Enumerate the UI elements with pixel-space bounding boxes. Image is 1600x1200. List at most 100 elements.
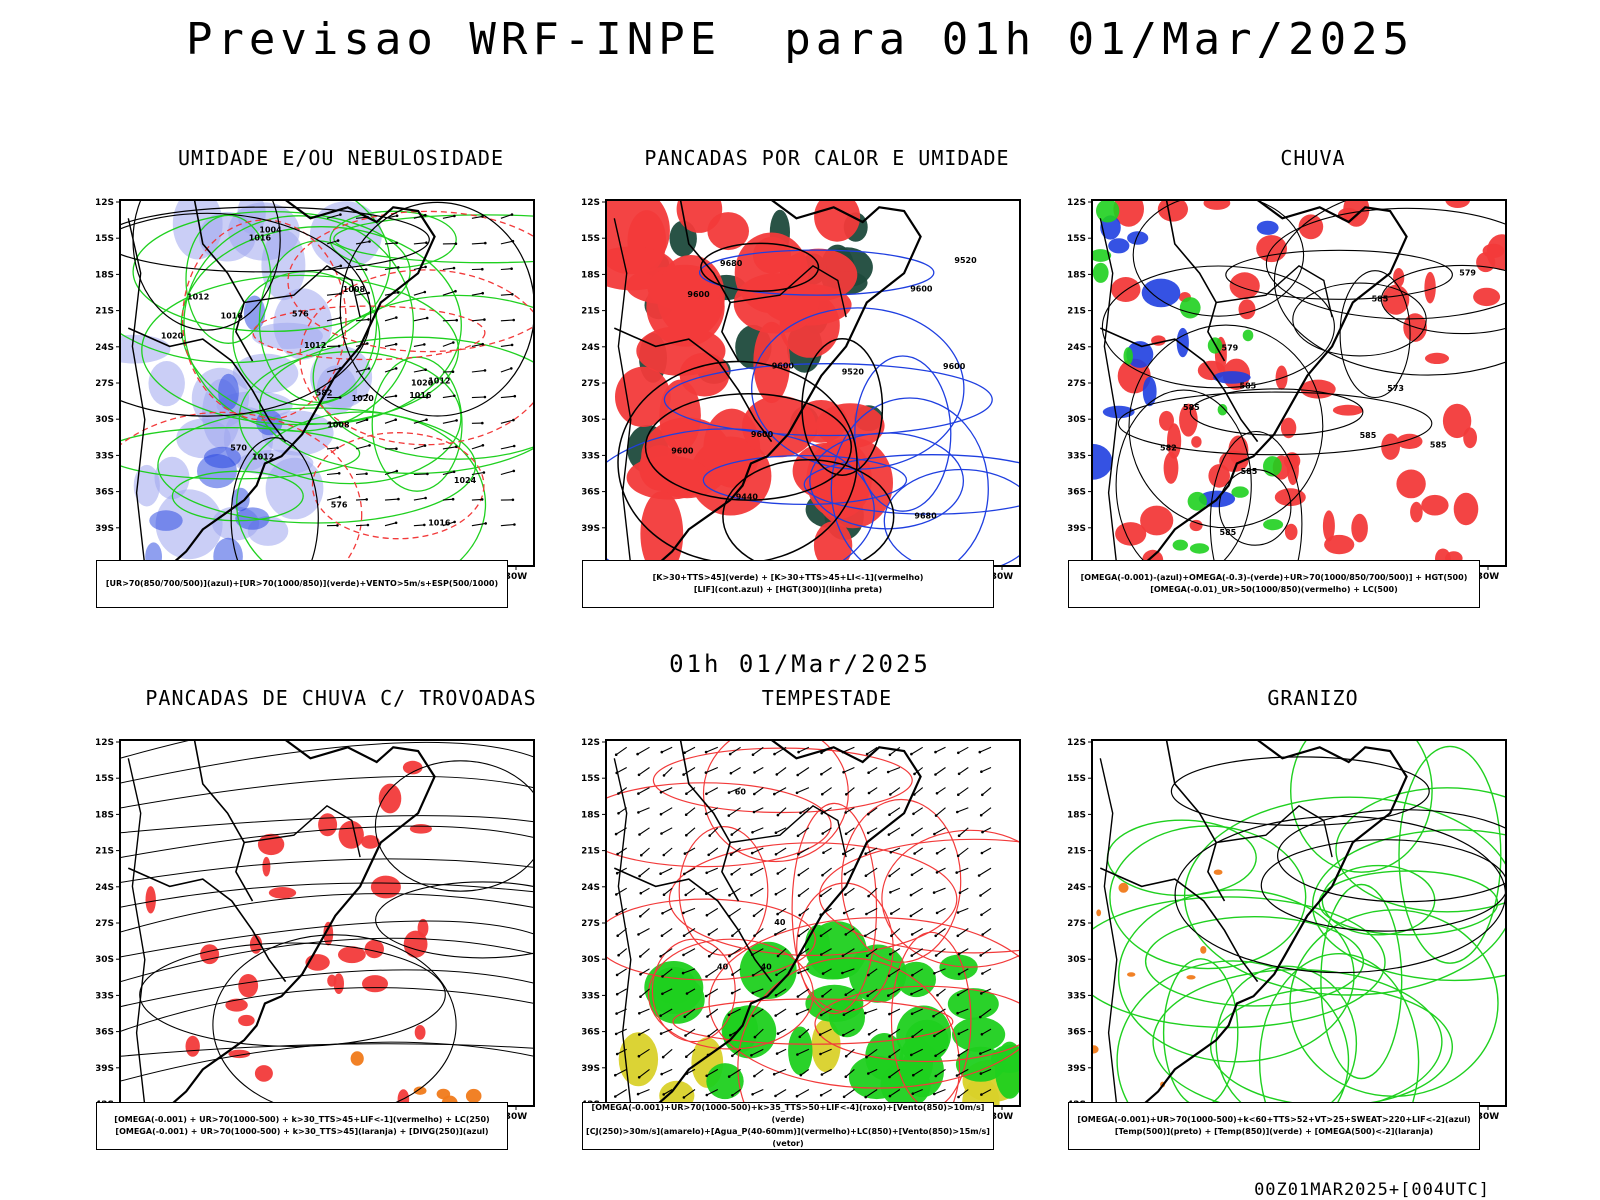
wind-vector [868, 887, 878, 897]
wind-vector [442, 446, 457, 450]
wind-vector-head [484, 522, 488, 525]
field-patch [955, 1046, 1006, 1082]
contour-line [1117, 391, 1433, 456]
contour-line [1183, 796, 1506, 996]
map-canvas: 12S15S18S21S24S27S30S33S36S39S42S70W65W6… [96, 738, 535, 1122]
wind-vector-head [864, 874, 868, 877]
field-patch [338, 820, 364, 849]
field-patch [370, 875, 401, 899]
wind-vector [889, 1089, 901, 1097]
wind-vector [865, 867, 878, 877]
field-patch [1463, 427, 1477, 449]
map-fields [120, 740, 534, 1106]
wind-vector-head [639, 995, 642, 998]
wind-vector [980, 887, 992, 896]
wind-vector-head [681, 971, 685, 975]
wind-vector [384, 395, 396, 399]
wind-vector [889, 1068, 901, 1078]
wind-vector [796, 1008, 810, 1015]
wind-vector [776, 968, 787, 976]
contour-label: 1012 [304, 341, 326, 350]
lat-label: 18S [1068, 810, 1086, 820]
wind-vector [471, 215, 483, 219]
wind-vector-head [955, 1074, 959, 1077]
wind-vector [355, 444, 370, 450]
wind-vector-head [682, 773, 685, 776]
wind-vector-head [750, 851, 754, 855]
contour-line [230, 437, 319, 566]
contour-line [1339, 270, 1411, 399]
lat-label: 39S [1068, 1064, 1086, 1074]
field-patch [1425, 352, 1449, 364]
wind-vector-head [510, 213, 514, 216]
wind-vector [500, 240, 514, 245]
wind-vector-head [797, 971, 800, 975]
wind-vector-head [365, 472, 368, 476]
wind-vector-head [423, 343, 426, 346]
lat-label: 27S [1068, 919, 1086, 929]
country-border [679, 740, 740, 902]
field-patch [1115, 522, 1147, 546]
wind-vector [911, 1048, 923, 1056]
wind-vector [868, 968, 878, 976]
wind-vector-head [614, 832, 618, 836]
contour-label: 1012 [428, 376, 450, 385]
contour-line [881, 829, 1020, 968]
wind-vector-head [615, 893, 618, 896]
field-patch [1410, 501, 1423, 523]
country-border [1099, 327, 1259, 443]
wind-vector-head [980, 1033, 984, 1036]
contour-line [287, 210, 534, 353]
wind-vector-head [731, 973, 734, 976]
wind-vector-head [707, 853, 710, 857]
contour-line [1209, 430, 1303, 566]
wind-vector [683, 907, 696, 914]
wind-vector-head [822, 851, 825, 854]
coastline [168, 740, 436, 1106]
wind-vector [661, 928, 673, 937]
wind-vector-head [662, 774, 666, 777]
wind-vector [616, 968, 627, 976]
wind-vector-head [484, 241, 487, 245]
wind-vector-head [729, 1033, 732, 1037]
wind-vector-head [364, 268, 368, 271]
field-patch [815, 403, 885, 449]
wind-vector [686, 1068, 696, 1075]
wind-vector-head [368, 240, 371, 243]
field-patch [899, 1036, 933, 1088]
field-patch [1189, 543, 1210, 554]
wind-vector-head [776, 954, 780, 958]
wind-vector-head [981, 972, 984, 975]
legend-granizo: [OMEGA(-0.001)+UR>70(1000-500)+k<60+TTS>… [1068, 1102, 1480, 1150]
wind-vector-head [934, 954, 938, 957]
wind-vector-head [956, 993, 960, 997]
legend-line: [OMEGA(-0.01)_UR>50(1000/850)(vermelho) … [1150, 585, 1398, 594]
lon-label: 30W [991, 1112, 1014, 1122]
wind-vector-head [682, 1096, 686, 1099]
wind-vector-head [731, 934, 734, 937]
wind-vector [822, 968, 832, 975]
wind-vector-head [394, 394, 398, 398]
contour-line [751, 307, 965, 470]
field-patch [1445, 200, 1471, 208]
wind-vector [957, 907, 969, 914]
wind-vector-head [818, 1033, 822, 1036]
wind-vector [663, 847, 673, 856]
wind-vector-head [913, 852, 916, 855]
contour-label: 573 [1387, 384, 1404, 393]
wind-vector [934, 968, 946, 974]
wind-vector-head [727, 814, 731, 817]
wind-vector-head [511, 293, 514, 296]
wind-vector-head [750, 894, 753, 897]
contour-line [120, 411, 363, 566]
lat-label: 15S [1068, 774, 1086, 784]
wind-vector [821, 787, 832, 795]
country-border [1099, 867, 1259, 983]
lon-label: 30W [1477, 572, 1500, 582]
wind-vector-head [637, 933, 640, 936]
map-canvas: 9680 9600 9600 9680 9600 9600 9520 9440 9600 9520… [582, 198, 1021, 582]
legend-chuva: [OMEGA(-0.001)-(azul)+OMEGA(-0.3)-(verde… [1068, 560, 1480, 608]
wind-vector [797, 827, 810, 837]
field-patch [659, 1080, 695, 1106]
wind-vector-head [821, 792, 824, 796]
